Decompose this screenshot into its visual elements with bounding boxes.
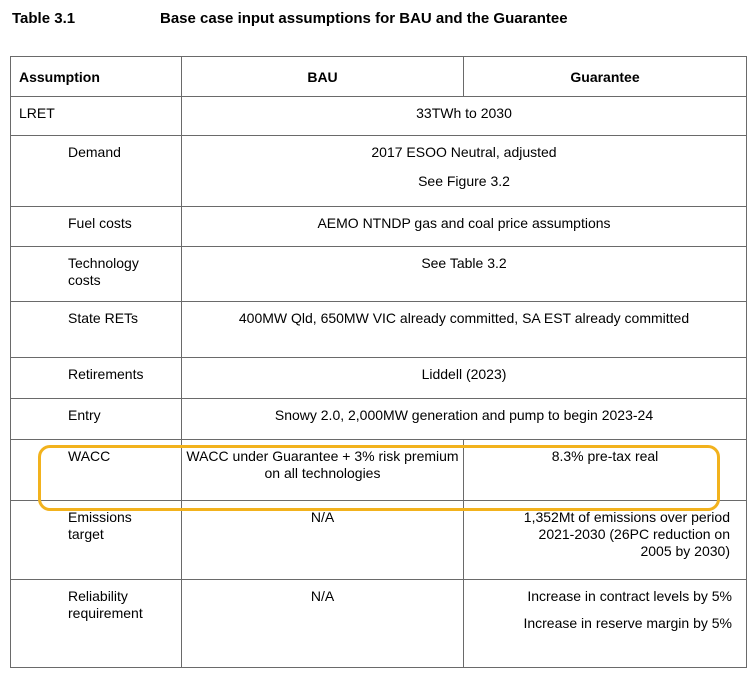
table-row: Reliability requirement N/A Increase in … <box>10 579 747 668</box>
row-label-lret: LRET <box>10 96 182 136</box>
table-row: LRET 33TWh to 2030 <box>10 96 747 136</box>
row-value-fuel: AEMO NTNDP gas and coal price assumption… <box>181 206 747 247</box>
row-guarantee-reliability: Increase in contract levels by 5% Increa… <box>463 579 747 668</box>
table-row: Technology costs See Table 3.2 <box>10 246 747 302</box>
table-row: Fuel costs AEMO NTNDP gas and coal price… <box>10 206 747 247</box>
row-label-fuel: Fuel costs <box>10 206 182 247</box>
demand-line-1: 2017 ESOO Neutral, adjusted <box>371 144 557 160</box>
row-value-entry: Snowy 2.0, 2,000MW generation and pump t… <box>181 398 747 440</box>
row-label-reliability: Reliability requirement <box>10 579 182 668</box>
row-label-retire: Retirements <box>10 357 182 399</box>
row-label-state: State RETs <box>10 301 182 358</box>
demand-line-2: See Figure 3.2 <box>418 173 510 189</box>
reliability-line-1: Increase in contract levels by 5% <box>527 588 732 604</box>
header-assumption: Assumption <box>10 56 182 97</box>
table-row: Emissions target N/A 1,352Mt of emission… <box>10 500 747 580</box>
wacc-highlight-box <box>38 445 720 511</box>
table-header-row: Assumption BAU Guarantee <box>10 56 747 97</box>
row-label-entry: Entry <box>10 398 182 440</box>
row-label-demand: Demand <box>10 135 182 207</box>
table-row: State RETs 400MW Qld, 650MW VIC already … <box>10 301 747 358</box>
table-row: Retirements Liddell (2023) <box>10 357 747 399</box>
reliability-line-2: Increase in reserve margin by 5% <box>523 615 732 631</box>
row-value-tech: See Table 3.2 <box>181 246 747 302</box>
header-guarantee: Guarantee <box>463 56 747 97</box>
row-bau-reliability: N/A <box>181 579 464 668</box>
row-bau-emissions: N/A <box>181 500 464 580</box>
table-row: Demand 2017 ESOO Neutral, adjusted See F… <box>10 135 747 207</box>
row-label-tech: Technology costs <box>10 246 182 302</box>
table-number: Table 3.1 <box>12 10 76 27</box>
row-label-emissions: Emissions target <box>10 500 182 580</box>
row-value-demand: 2017 ESOO Neutral, adjusted See Figure 3… <box>181 135 747 207</box>
row-value-retire: Liddell (2023) <box>181 357 747 399</box>
table-title: Base case input assumptions for BAU and … <box>160 10 568 27</box>
header-bau: BAU <box>181 56 464 97</box>
row-guarantee-emissions: 1,352Mt of emissions over period 2021-20… <box>463 500 747 580</box>
row-value-state: 400MW Qld, 650MW VIC already committed, … <box>181 301 747 358</box>
row-guarantee-wacc: 8.3% pre-tax real <box>463 439 747 501</box>
table-row: Entry Snowy 2.0, 2,000MW generation and … <box>10 398 747 440</box>
row-value-lret: 33TWh to 2030 <box>181 96 747 136</box>
assumptions-table: Assumption BAU Guarantee LRET 33TWh to 2… <box>10 56 747 668</box>
